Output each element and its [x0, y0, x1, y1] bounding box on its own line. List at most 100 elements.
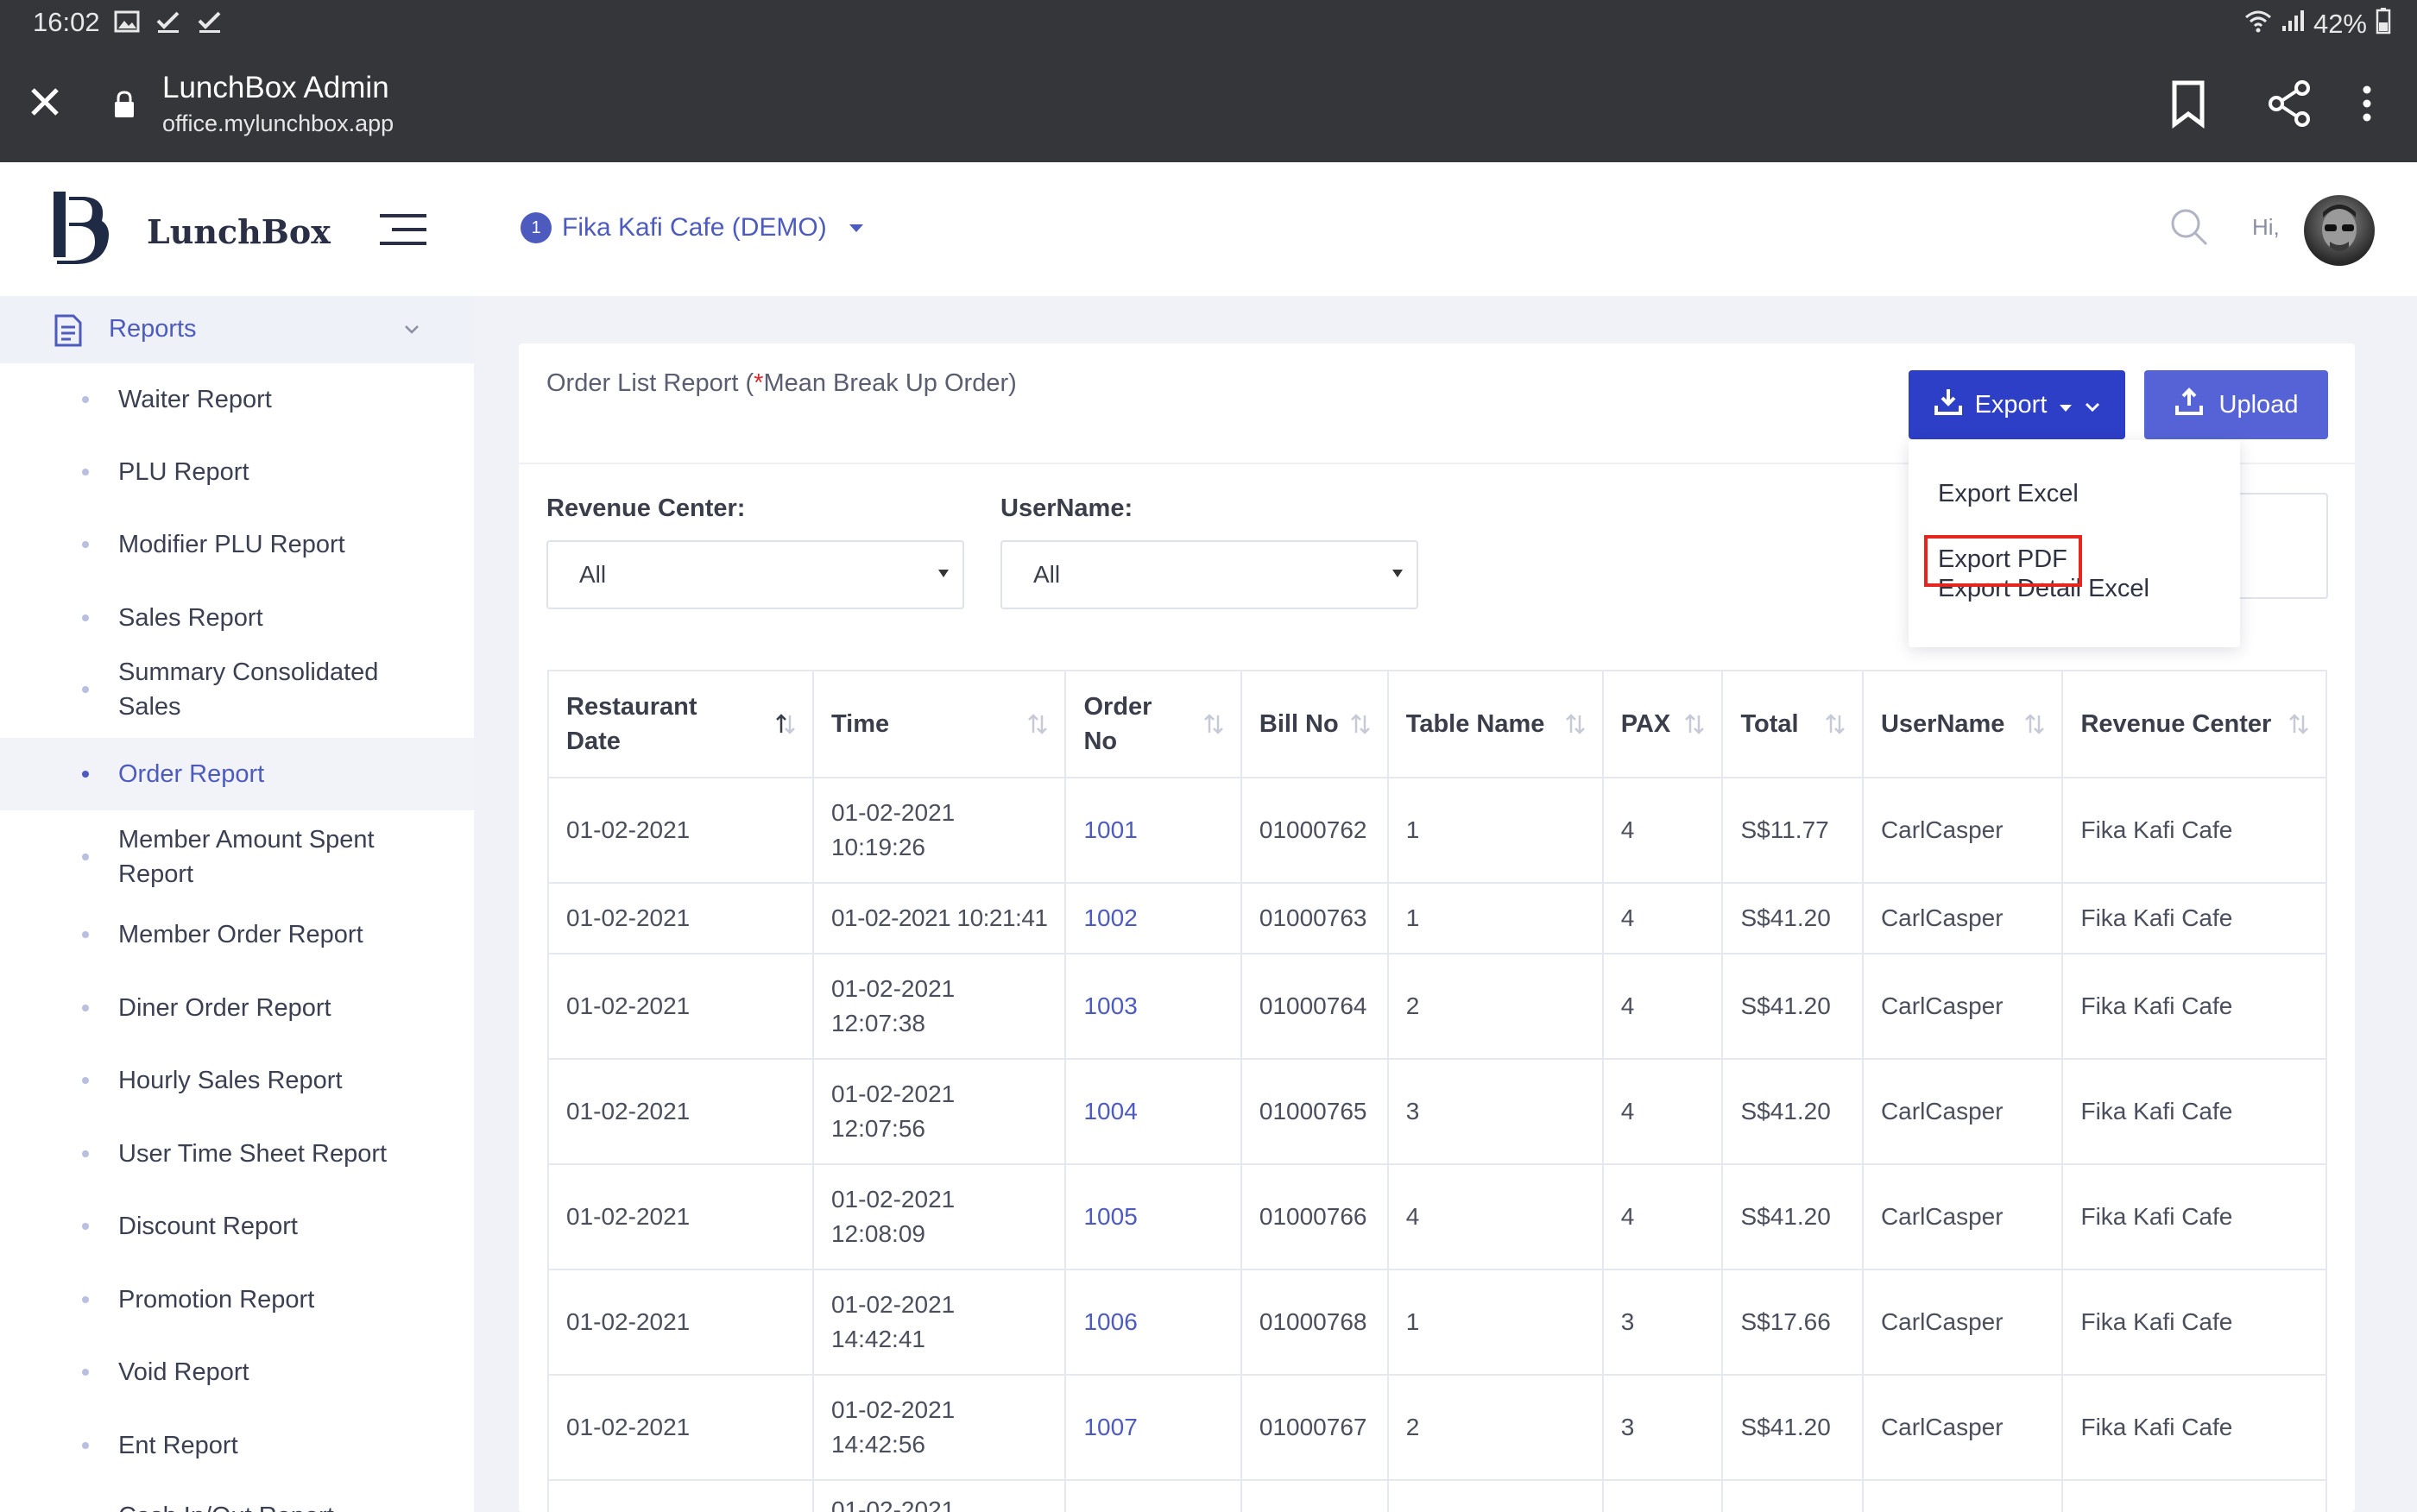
order-no-link[interactable]: 1001: [1064, 777, 1242, 884]
table-row[interactable]: 01-02-2021 01-02-2021 14:42:41 1006 0100…: [547, 1269, 2327, 1376]
column-header-time[interactable]: Time: [811, 670, 1067, 778]
menu-item-export-detail-excel[interactable]: Export Detail Excel: [1938, 575, 2149, 602]
order-no-link[interactable]: 1007: [1064, 1374, 1242, 1481]
cell-time-text: 01-02-2021: [830, 1496, 956, 1512]
sidebar-item-void-report[interactable]: Void Report: [0, 1348, 474, 1396]
sort-icon: [2025, 714, 2045, 734]
cell-restaurant-date: 01-02-2021: [547, 1163, 814, 1270]
cell-username: CarlCasper: [1861, 1374, 2064, 1481]
sidebar-item-ent-report[interactable]: Ent Report: [0, 1421, 474, 1470]
venue-selector[interactable]: 1 Fika Kafi Cafe (DEMO): [521, 212, 863, 243]
menu-toggle-icon[interactable]: [378, 211, 428, 249]
check-icon: [154, 7, 183, 36]
signal-icon: [2281, 9, 2305, 40]
cell-total: [1721, 1479, 1864, 1512]
column-label: Total: [1740, 710, 1799, 738]
table-row[interactable]: 01-02-2021: [547, 1479, 2327, 1512]
order-no-link[interactable]: 1005: [1064, 1163, 1242, 1270]
revenue-center-select[interactable]: All: [546, 540, 964, 609]
column-header-restaurant-date[interactable]: Restaurant Date: [547, 670, 814, 778]
check-icon: [195, 7, 224, 36]
avatar[interactable]: [2304, 195, 2375, 266]
column-header-total[interactable]: Total: [1721, 670, 1864, 778]
more-options-icon[interactable]: [2350, 78, 2384, 129]
sidebar-item-discount-report[interactable]: Discount Report: [0, 1202, 474, 1251]
column-header-table-name[interactable]: Table Name: [1386, 670, 1604, 778]
table-row[interactable]: 01-02-2021 01-02-2021 10:19:26 1001 0100…: [547, 777, 2327, 884]
column-header-pax[interactable]: PAX: [1601, 670, 1724, 778]
sidebar-item-member-amount-spent-report[interactable]: Member Amount Spent Report: [0, 816, 474, 898]
column-header-username[interactable]: UserName: [1861, 670, 2064, 778]
browser-page-title: LunchBox Admin: [162, 71, 389, 104]
export-button[interactable]: Export: [1909, 370, 2125, 439]
order-list-card: Order List Report (*Mean Break Up Order)…: [519, 343, 2355, 1512]
cell-bill-no: 01000765: [1240, 1058, 1389, 1165]
bullet: [82, 1223, 89, 1230]
sidebar-item-plu-report[interactable]: PLU Report: [0, 448, 474, 496]
sidebar-item-user-time-sheet-report[interactable]: User Time Sheet Report: [0, 1130, 474, 1178]
menu-item-export-pdf[interactable]: Export PDF: [1938, 545, 2067, 573]
caret-down-icon: [2059, 391, 2073, 419]
column-header-bill-no[interactable]: Bill No: [1240, 670, 1389, 778]
cell-restaurant-date: 01-02-2021: [547, 1058, 814, 1165]
brand-name: LunchBox: [147, 212, 331, 251]
sort-icon: [1565, 714, 1585, 734]
table-row[interactable]: 01-02-2021 01-02-2021 12:07:56 1004 0100…: [547, 1058, 2327, 1165]
table-row[interactable]: 01-02-2021 01-02-2021 14:42:56 1007 0100…: [547, 1374, 2327, 1481]
battery-level: 42%: [2313, 9, 2367, 39]
table-row[interactable]: 01-02-2021 01-02-2021 12:07:38 1003 0100…: [547, 953, 2327, 1060]
cell-table-name: 1: [1386, 777, 1604, 884]
username-select[interactable]: All: [1000, 540, 1418, 609]
cell-restaurant-date: 01-02-2021: [547, 882, 814, 954]
revenue-center-value: All: [579, 561, 607, 588]
filter-field[interactable]: [2237, 493, 2328, 599]
table-row[interactable]: 01-02-2021 01-02-2021 10:21:41 1002 0100…: [547, 882, 2327, 954]
sidebar-group-reports[interactable]: Reports: [0, 296, 474, 363]
page-title: Order List Report (*Mean Break Up Order): [546, 369, 1017, 398]
sidebar-item-cash-in-out-report[interactable]: Cash In/Out Report: [0, 1492, 474, 1512]
bullet: [82, 1077, 89, 1084]
cell-pax: 4: [1601, 777, 1724, 884]
status-notification-icons: [112, 7, 224, 36]
order-no-link[interactable]: [1064, 1479, 1242, 1512]
menu-item-export-excel[interactable]: Export Excel: [1938, 480, 2079, 507]
sidebar-item-hourly-sales-report[interactable]: Hourly Sales Report: [0, 1056, 474, 1105]
upload-button[interactable]: Upload: [2144, 370, 2328, 439]
sidebar-item-promotion-report[interactable]: Promotion Report: [0, 1276, 474, 1324]
column-header-order-no[interactable]: Order No: [1064, 670, 1242, 778]
order-no-link[interactable]: 1004: [1064, 1058, 1242, 1165]
sidebar-item-sales-report[interactable]: Sales Report: [0, 594, 474, 642]
chevron-down-icon: [2085, 391, 2100, 419]
sidebar-item-waiter-report[interactable]: Waiter Report: [0, 375, 474, 424]
sidebar-item-diner-order-report[interactable]: Diner Order Report: [0, 984, 474, 1032]
cell-total: S$41.20: [1721, 1374, 1864, 1481]
page-title-prefix: Order List Report (: [546, 369, 754, 397]
cell-total: S$41.20: [1721, 1163, 1864, 1270]
sidebar-item-order-report[interactable]: Order Report: [0, 738, 474, 810]
table-row[interactable]: 01-02-2021 01-02-2021 12:08:09 1005 0100…: [547, 1163, 2327, 1270]
cell-revenue-center: [2061, 1479, 2327, 1512]
wifi-icon: [2244, 9, 2272, 40]
column-label: Order No: [1083, 693, 1152, 755]
sidebar-item-summary-consolidated-sales[interactable]: Summary Consolidated Sales: [0, 648, 474, 731]
order-no-link[interactable]: 1002: [1064, 882, 1242, 954]
search-icon[interactable]: [2168, 205, 2211, 249]
order-no-link[interactable]: 1003: [1064, 953, 1242, 1060]
cell-time: 01-02-2021 12:07:38: [811, 953, 1067, 1060]
caret-down-icon: [849, 224, 863, 232]
sidebar-item-member-order-report[interactable]: Member Order Report: [0, 910, 474, 959]
sort-icon: [2289, 714, 2308, 734]
cell-username: CarlCasper: [1861, 777, 2064, 884]
cell-time-text: 01-02-2021 12:07:56: [830, 1080, 956, 1142]
divider: [519, 463, 2355, 464]
username-value: All: [1033, 561, 1061, 588]
close-icon[interactable]: [24, 81, 66, 123]
bullet: [82, 1150, 89, 1157]
sidebar-item-modifier-plu-report[interactable]: Modifier PLU Report: [0, 520, 474, 569]
browser-url[interactable]: office.mylunchbox.app: [162, 110, 394, 136]
bullet: [82, 854, 89, 860]
bookmark-icon[interactable]: [2162, 78, 2214, 129]
share-icon[interactable]: [2263, 78, 2315, 129]
order-no-link[interactable]: 1006: [1064, 1269, 1242, 1376]
column-header-revenue-center[interactable]: Revenue Center: [2061, 670, 2327, 778]
